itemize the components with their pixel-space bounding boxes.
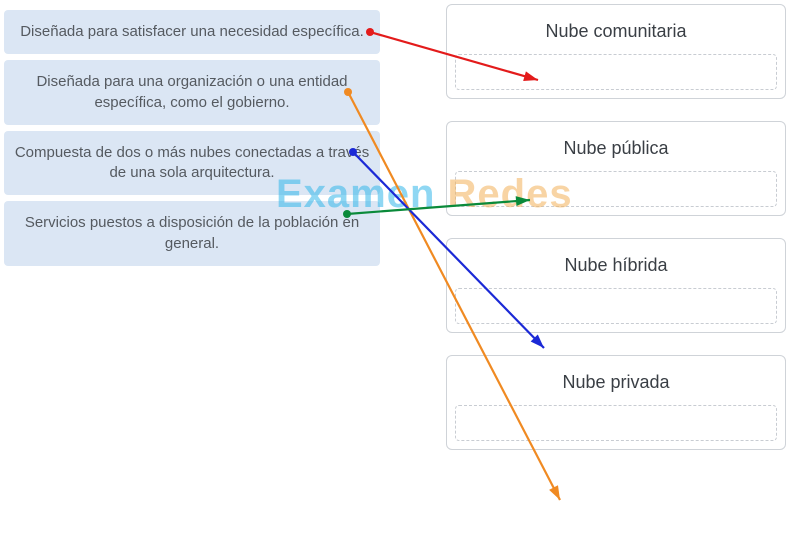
category-card: Nube híbrida: [446, 238, 786, 333]
definition-text: Servicios puestos a disposición de la po…: [14, 213, 370, 254]
category-title: Nube comunitaria: [455, 13, 777, 54]
definition-text: Diseñada para satisfacer una necesidad e…: [20, 22, 364, 42]
category-title: Nube privada: [455, 364, 777, 405]
definition-item[interactable]: Diseñada para una organización o una ent…: [4, 60, 380, 125]
category-title: Nube híbrida: [455, 247, 777, 288]
definitions-column: Diseñada para satisfacer una necesidad e…: [4, 10, 380, 272]
definition-text: Diseñada para una organización o una ent…: [14, 72, 370, 113]
watermark-word-2: Redes: [448, 172, 573, 216]
category-dropzone[interactable]: [455, 288, 777, 324]
category-dropzone[interactable]: [455, 405, 777, 441]
category-dropzone[interactable]: [455, 54, 777, 90]
definition-item[interactable]: Diseñada para satisfacer una necesidad e…: [4, 10, 380, 54]
categories-column: Nube comunitaria Nube pública Nube híbri…: [446, 4, 786, 472]
arrow-head: [549, 485, 560, 500]
category-title: Nube pública: [455, 130, 777, 171]
category-card: Nube privada: [446, 355, 786, 450]
category-card: Nube comunitaria: [446, 4, 786, 99]
watermark-word-1: Examen: [276, 172, 435, 216]
matching-exercise: Diseñada para satisfacer una necesidad e…: [0, 0, 794, 536]
watermark: Examen Redes: [276, 172, 573, 217]
